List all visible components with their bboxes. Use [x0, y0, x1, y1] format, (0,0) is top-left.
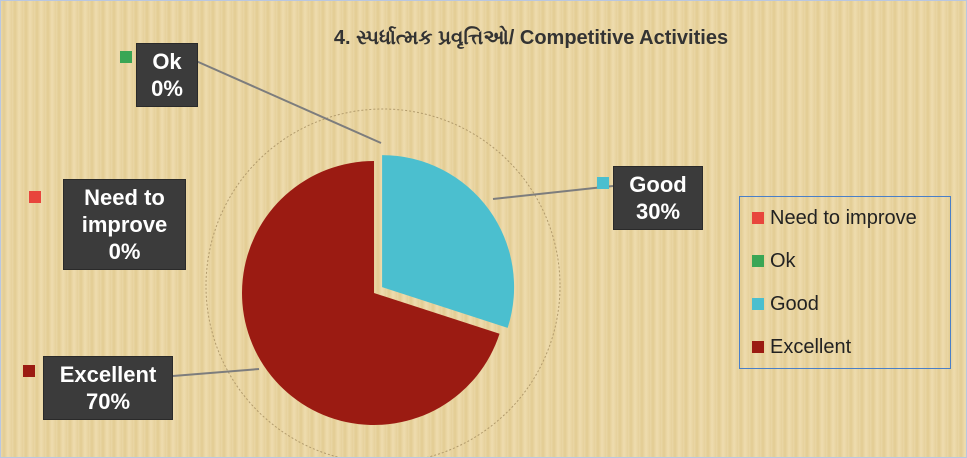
legend-swatch — [752, 298, 764, 310]
plot-ring — [205, 108, 561, 457]
legend-swatch — [752, 212, 764, 224]
legend-swatch — [752, 255, 764, 267]
data-label-category: Good — [629, 172, 687, 197]
legend-entry: Ok — [752, 250, 796, 273]
leader-line — [492, 185, 614, 200]
data-label-value: 0% — [108, 239, 141, 264]
data-label-category: Excellent — [59, 362, 157, 387]
legend-entry: Excellent — [752, 336, 851, 359]
data-label-value: 30% — [635, 199, 681, 224]
data-label-category: Ok — [152, 49, 182, 74]
data-label: Need to improve 0% — [63, 179, 186, 270]
pie-slice — [242, 161, 500, 425]
legend-swatch — [752, 341, 764, 353]
legend-label: Excellent — [770, 336, 852, 358]
leader-line — [195, 60, 382, 144]
legend-label: Good — [770, 293, 819, 315]
label-marker — [597, 177, 609, 189]
legend: Need to improve Ok Good Excellent — [739, 196, 951, 369]
label-marker — [120, 51, 132, 63]
data-label-value: 0% — [151, 76, 183, 101]
label-marker — [23, 365, 35, 377]
data-label-value: 70% — [85, 389, 131, 414]
legend-label: Ok — [770, 250, 796, 272]
data-label: Excellent 70% — [43, 356, 173, 420]
legend-entry: Good — [752, 293, 819, 316]
pie-slice — [382, 155, 515, 328]
label-marker — [29, 191, 41, 203]
legend-label: Need to improve — [770, 207, 917, 229]
leader-line — [172, 368, 260, 377]
data-label: Ok 0% — [136, 43, 198, 107]
legend-entry: Need to improve — [752, 207, 917, 230]
chart-title: 4. સ્પર્ધાત્મક પ્રવૃત્તિઓ/ Competitive A… — [333, 27, 729, 49]
data-label: Good 30% — [613, 166, 703, 230]
data-label-category: Need to improve — [81, 185, 168, 237]
